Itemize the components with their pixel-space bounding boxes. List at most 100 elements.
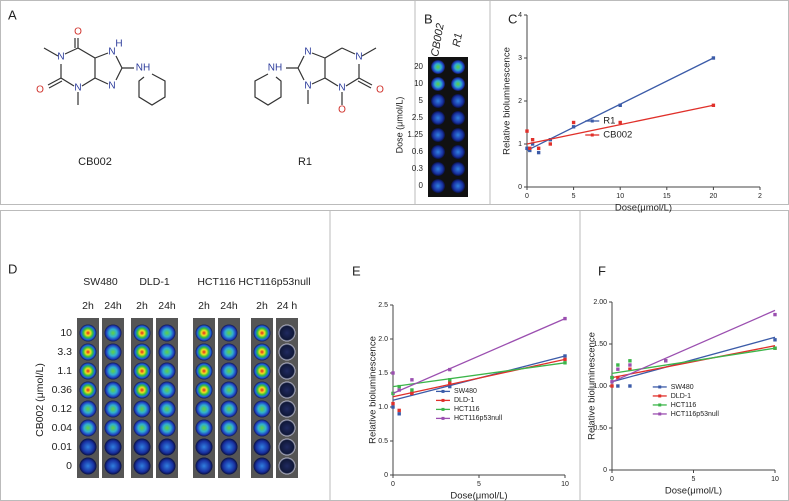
- x-tick-label: 5: [572, 193, 576, 200]
- legend-label: SW480: [671, 384, 694, 391]
- dose-label: 2.5: [412, 113, 424, 122]
- data-point: [563, 316, 567, 321]
- well: [158, 381, 176, 399]
- well: [220, 457, 238, 475]
- y-tick-label: 2.0: [378, 336, 388, 343]
- time-label: 2h: [198, 300, 210, 312]
- dose-label: 0.12: [52, 403, 73, 415]
- dose-label: 5: [419, 96, 424, 105]
- cell-line-label: HCT116p53null: [238, 276, 310, 288]
- well: [431, 94, 445, 108]
- data-point: [563, 354, 567, 358]
- data-point: [563, 357, 567, 362]
- y-tick-label: 1.0: [378, 404, 388, 411]
- well: [133, 381, 151, 399]
- data-point: [528, 148, 532, 153]
- trend-line: [611, 345, 776, 379]
- x-tick-label: 5: [692, 476, 696, 483]
- well: [278, 419, 296, 437]
- well: [451, 145, 465, 159]
- well: [278, 381, 296, 399]
- y-tick-label: 1.00: [593, 383, 607, 390]
- dose-label: 1.25: [407, 130, 423, 139]
- y-tick-label: 0: [384, 472, 388, 479]
- data-point: [618, 103, 622, 107]
- data-point: [391, 401, 395, 406]
- data-point: [610, 384, 614, 388]
- x-tick-label: 5: [477, 481, 481, 488]
- legend-label: HCT116: [454, 406, 480, 413]
- plate-column-label: CB002: [429, 22, 447, 57]
- cell-line-label: SW480: [83, 276, 118, 288]
- well: [253, 324, 271, 342]
- well: [195, 381, 213, 399]
- well: [451, 162, 465, 176]
- atom: NH: [268, 63, 282, 74]
- atom: N: [338, 83, 345, 94]
- legend-label: HCT116: [671, 402, 697, 409]
- dose-label: 0.3: [412, 164, 424, 173]
- legend-label: CB002: [603, 130, 632, 141]
- y-tick-label: 2.00: [593, 299, 607, 306]
- cell-line-label: HCT116: [197, 276, 235, 288]
- well: [253, 381, 271, 399]
- y-tick-label: 0.50: [593, 425, 607, 432]
- well: [158, 362, 176, 380]
- well: [195, 457, 213, 475]
- well: [431, 179, 445, 193]
- well: [104, 362, 122, 380]
- atom: N: [74, 83, 81, 94]
- time-label: 2h: [256, 300, 268, 312]
- y-tick-label: 0: [518, 184, 522, 191]
- data-point: [563, 361, 567, 365]
- atom: O: [338, 105, 346, 116]
- atom: N: [304, 81, 311, 92]
- panel-label: F: [598, 263, 606, 278]
- well: [451, 94, 465, 108]
- legend-marker: [590, 133, 594, 137]
- molecule-cb002: O N O N N H N NH CB002: [36, 27, 166, 168]
- legend-marker: [658, 385, 662, 389]
- y-tick-label: 0.5: [378, 438, 388, 445]
- well: [104, 438, 122, 456]
- data-point: [391, 391, 395, 396]
- time-label: 24h: [104, 300, 122, 312]
- data-point: [571, 120, 576, 125]
- legend-marker: [441, 398, 445, 402]
- data-point: [616, 363, 620, 367]
- well: [278, 343, 296, 361]
- atom: N: [355, 52, 362, 63]
- y-axis-label: Relative bioluminescence: [587, 332, 598, 440]
- x-tick-label: 0: [391, 481, 395, 488]
- data-point: [536, 150, 541, 155]
- dose-label: 3.3: [57, 346, 72, 358]
- well: [158, 400, 176, 418]
- well: [195, 362, 213, 380]
- well: [158, 343, 176, 361]
- well: [158, 438, 176, 456]
- well: [79, 438, 97, 456]
- legend-marker: [441, 407, 445, 411]
- panel-labels: A B C D E F: [8, 7, 606, 278]
- y-tick-label: 1.50: [593, 341, 607, 348]
- data-point: [448, 381, 452, 385]
- well: [158, 457, 176, 475]
- molecule-r1: O N O N N N NH R1: [254, 47, 384, 168]
- data-point: [571, 125, 576, 129]
- well: [195, 324, 213, 342]
- data-point: [530, 138, 535, 142]
- well: [278, 400, 296, 418]
- y-tick-label: 0: [603, 467, 607, 474]
- well: [431, 111, 445, 125]
- dose-label: 0.04: [52, 422, 73, 434]
- data-point: [664, 359, 668, 363]
- y-tick-label: 2: [518, 98, 522, 105]
- data-point: [410, 391, 414, 396]
- well: [79, 400, 97, 418]
- legend-marker: [658, 412, 662, 416]
- well: [133, 343, 151, 361]
- well: [104, 381, 122, 399]
- well: [133, 457, 151, 475]
- well: [104, 457, 122, 475]
- well: [79, 419, 97, 437]
